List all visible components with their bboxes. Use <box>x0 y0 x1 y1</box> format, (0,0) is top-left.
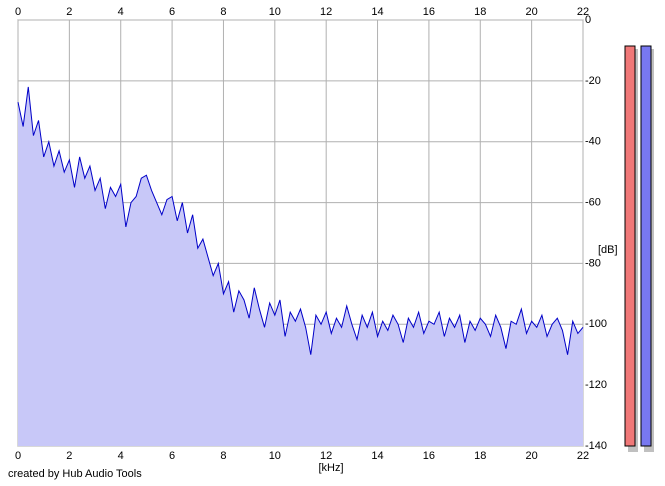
x-tick-label: 4 <box>118 450 124 462</box>
x-tick-label: 18 <box>474 450 486 462</box>
left-level-meter <box>624 45 636 447</box>
y-tick-label: -140 <box>585 440 607 452</box>
x-tick-label: 10 <box>269 6 281 18</box>
x-tick-label: 12 <box>320 6 332 18</box>
x-tick-label: 8 <box>220 6 226 18</box>
x-tick-label: 0 <box>15 6 21 18</box>
y-tick-label: -60 <box>585 196 601 208</box>
x-tick-label: 16 <box>423 450 435 462</box>
x-tick-label: 2 <box>66 450 72 462</box>
right-level-meter <box>640 45 652 447</box>
y-axis-label: [dB] <box>598 244 618 256</box>
x-tick-label: 8 <box>220 450 226 462</box>
y-tick-label: -120 <box>585 379 607 391</box>
x-tick-label: 22 <box>577 450 589 462</box>
spectrum-area <box>18 86 583 446</box>
y-tick-label: -100 <box>585 318 607 330</box>
x-tick-label: 2 <box>66 6 72 18</box>
x-tick-label: 20 <box>526 450 538 462</box>
y-tick-label: 0 <box>585 14 591 26</box>
spectrum-line <box>17 86 584 355</box>
marks <box>17 86 584 446</box>
y-tick-label: -80 <box>585 257 601 269</box>
y-tick-label: -40 <box>585 136 601 148</box>
x-tick-label: 4 <box>118 6 124 18</box>
labels: 002244668810101212141416161818202022220-… <box>15 6 607 462</box>
x-tick-label: 22 <box>577 6 589 18</box>
x-tick-label: 6 <box>169 6 175 18</box>
x-axis-label: [kHz] <box>318 462 343 474</box>
x-tick-label: 14 <box>371 6 383 18</box>
x-tick-label: 16 <box>423 6 435 18</box>
credit: created by Hub Audio Tools <box>8 468 142 480</box>
x-tick-label: 6 <box>169 450 175 462</box>
x-tick-label: 10 <box>269 450 281 462</box>
x-tick-label: 20 <box>526 6 538 18</box>
x-tick-label: 18 <box>474 6 486 18</box>
y-tick-label: -20 <box>585 75 601 87</box>
x-tick-label: 0 <box>15 450 21 462</box>
x-tick-label: 12 <box>320 450 332 462</box>
x-tick-label: 14 <box>371 450 383 462</box>
